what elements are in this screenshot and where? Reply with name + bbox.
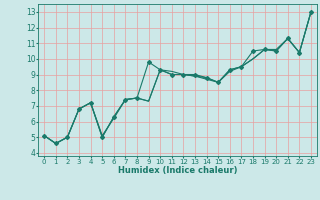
X-axis label: Humidex (Indice chaleur): Humidex (Indice chaleur) <box>118 166 237 175</box>
